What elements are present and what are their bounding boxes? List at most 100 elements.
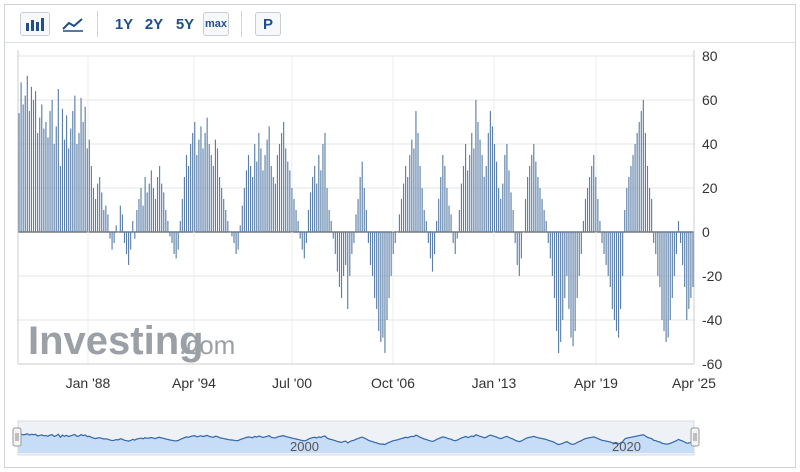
data-bar [630,166,632,232]
data-bar [309,192,312,232]
data-bar [274,183,276,232]
data-bar [330,221,332,232]
data-bar [640,111,642,232]
data-bar [562,232,564,320]
data-bar [576,232,578,298]
data-bar [198,139,200,232]
data-bar [287,161,289,232]
data-bar [113,232,115,243]
data-bar [467,170,469,232]
y-tick-label: 20 [702,180,718,196]
data-bar [136,210,138,232]
period-button[interactable]: P [255,12,281,36]
data-bar [438,199,440,232]
data-bar [260,148,262,232]
data-bar [225,210,227,232]
data-bar [146,192,148,232]
data-bar [669,232,671,320]
data-bar [628,177,630,232]
data-bar [394,232,396,243]
data-bar [103,210,105,232]
y-tick-label: -60 [702,356,722,372]
data-bar [303,232,305,259]
data-bar [417,133,419,232]
range-navigator[interactable]: 2000 2020 [12,420,700,456]
data-bar [584,199,587,232]
navigator-left-handle[interactable] [12,427,22,447]
data-bar [572,232,574,347]
data-bar [597,199,599,232]
data-bar [578,232,580,276]
data-bar [512,210,514,232]
data-bar [268,126,270,232]
grid [17,50,695,365]
navigator-right-handle[interactable] [690,427,700,447]
investing-logo: Investing .com [28,319,235,363]
data-bar [444,166,446,232]
data-bar [405,166,407,232]
data-bar [123,232,126,243]
data-bar [518,232,520,276]
bar-chart-button[interactable] [20,12,50,36]
data-bar [200,126,202,232]
data-bar [332,232,334,239]
data-bar [18,113,20,232]
data-bar [212,166,214,232]
range-2y-button[interactable]: 2Y [144,15,164,33]
range-5y-button[interactable]: 5Y [175,15,195,33]
data-bar [173,232,175,254]
data-bar [88,139,90,232]
data-bar [111,232,113,250]
data-bar [411,139,413,232]
line-chart-button[interactable] [58,12,88,36]
data-bar [138,199,140,232]
data-bar [679,232,682,243]
data-bar [183,177,185,232]
data-bar [297,221,299,232]
data-bar [291,188,293,232]
range-1y-button[interactable]: 1Y [114,15,134,33]
data-bar [529,166,531,232]
data-bar [440,177,442,232]
data-bar [20,82,22,233]
data-bar [458,210,460,232]
data-bar [144,177,146,232]
data-bar [57,89,59,232]
data-bar [235,232,237,254]
data-bar [359,177,361,232]
data-bar [570,232,572,338]
data-bar [615,232,618,331]
data-bar [520,232,522,259]
x-tick-label: Apr '94 [172,375,216,391]
data-bar [94,199,97,232]
data-bar [307,210,310,232]
data-bar [535,161,537,232]
data-bar [177,232,179,250]
data-bar [617,232,620,338]
data-bar [43,128,45,232]
data-bar [156,177,159,232]
data-bar [462,166,465,232]
data-bar [471,133,473,232]
data-bar [351,232,353,254]
data-bar [690,232,692,298]
range-max-button[interactable]: max [203,12,229,36]
data-bar [448,205,450,232]
data-bar [241,205,243,232]
data-bar [626,188,628,232]
data-bar [638,122,640,232]
data-bar [539,188,541,232]
data-bar [262,170,264,232]
data-bar [591,166,593,232]
data-bar [460,183,462,232]
data-bar [59,166,61,232]
data-bar [677,221,680,232]
data-bar [53,144,55,232]
data-bar [247,155,250,232]
data-bar [469,155,471,232]
data-bar [686,232,688,320]
data-bar [334,232,336,254]
data-bar [485,166,487,232]
data-bar [402,183,405,232]
